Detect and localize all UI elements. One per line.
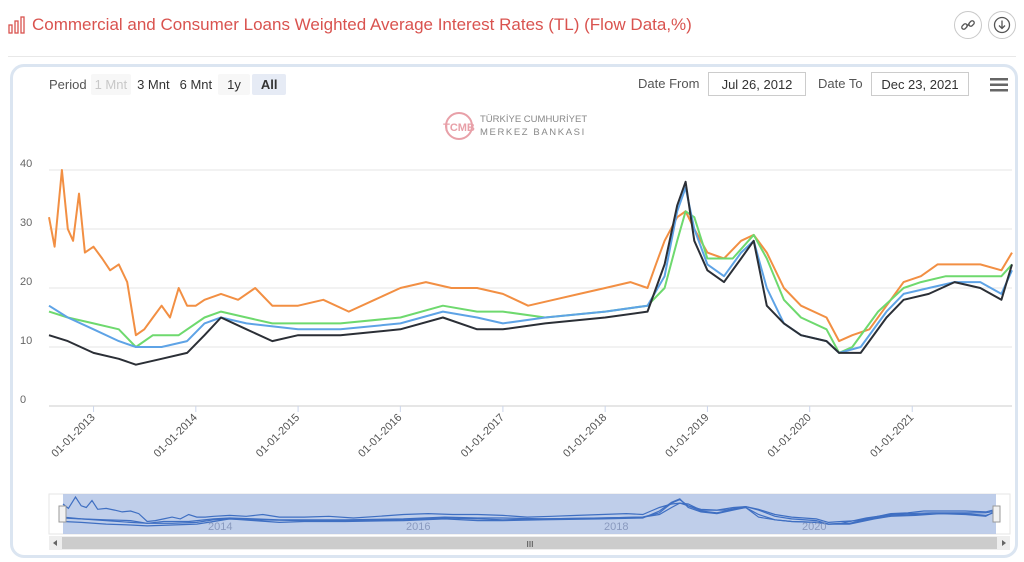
range-button-1-month[interactable]: 1 Mnt	[90, 73, 132, 95]
date-from-label: Date From	[638, 76, 700, 91]
download-icon	[993, 16, 1011, 34]
chart-panel	[10, 64, 1018, 558]
date-to-input[interactable]: Dec 23, 2021	[871, 72, 969, 96]
link-icon	[961, 20, 975, 30]
chart-title-bar: Commercial and Consumer Loans Weighted A…	[8, 10, 692, 40]
range-selector: Period 1 Mnt 3 Mnt 6 Mnt 1y All	[49, 72, 288, 96]
range-button-1-year[interactable]: 1y	[218, 73, 250, 95]
chart-title: Commercial and Consumer Loans Weighted A…	[32, 15, 692, 34]
download-button[interactable]	[988, 11, 1016, 39]
period-label: Period	[49, 76, 87, 92]
range-button-all[interactable]: All	[251, 73, 287, 95]
header-divider	[8, 56, 1016, 57]
hamburger-menu-icon[interactable]	[990, 78, 1008, 92]
date-to-label: Date To	[818, 76, 863, 91]
date-from-input[interactable]: Jul 26, 2012	[708, 72, 806, 96]
range-button-3-month[interactable]: 3 Mnt	[137, 76, 170, 92]
range-button-6-month[interactable]: 6 Mnt	[179, 76, 213, 92]
bar-chart-icon	[8, 16, 25, 34]
link-button[interactable]	[954, 11, 982, 39]
